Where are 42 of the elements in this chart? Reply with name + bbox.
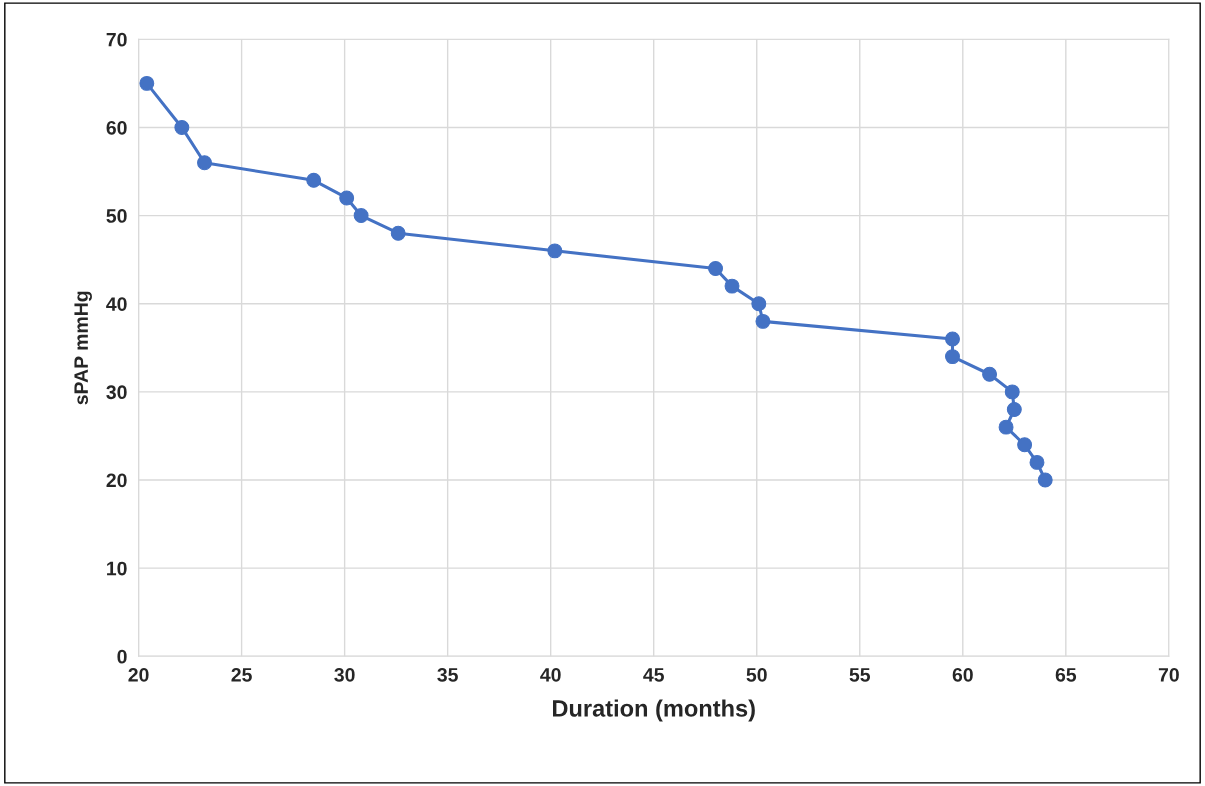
x-tick-label: 20 (128, 667, 149, 682)
point (139, 75, 155, 91)
x-tick-label: 65 (1055, 667, 1077, 682)
point (945, 331, 960, 347)
x-tick-label: 30 (334, 667, 355, 682)
point (1017, 437, 1033, 453)
y-tick-label: 0 (117, 649, 127, 664)
point (390, 225, 406, 241)
point (1037, 472, 1053, 488)
x-tick-label: 40 (540, 667, 561, 682)
point (339, 190, 355, 206)
point (547, 243, 563, 259)
x-tick-label: 50 (746, 667, 767, 682)
x-tick-label: 60 (952, 667, 973, 682)
y-tick-label: 30 (106, 385, 127, 400)
y-axis-title: sPAP mmHg (74, 291, 92, 405)
point (998, 419, 1014, 435)
point (755, 313, 771, 329)
y-tick-label: 10 (107, 561, 127, 576)
point (751, 296, 767, 312)
x-tick-label: 70 (1158, 667, 1179, 682)
point (174, 119, 190, 135)
point (1029, 454, 1045, 470)
point (353, 208, 369, 224)
point (724, 278, 740, 294)
y-tick-label: 70 (106, 32, 127, 47)
x-tick-label: 45 (643, 668, 664, 682)
point (708, 261, 723, 276)
point (197, 155, 212, 171)
x-axis-title: Duration (months) (553, 699, 755, 722)
point (1006, 402, 1022, 417)
y-tick-label: 50 (106, 209, 127, 223)
x-tick-label: 25 (231, 667, 252, 682)
y-tick-label: 60 (106, 120, 127, 135)
y-tick-label: 40 (106, 297, 127, 311)
point (945, 349, 960, 365)
y-tick-label: 20 (106, 473, 127, 488)
x-tick-label: 35 (437, 667, 458, 682)
point (306, 172, 322, 188)
point (1004, 384, 1020, 400)
point (982, 366, 998, 382)
x-tick-label: 55 (849, 668, 871, 682)
